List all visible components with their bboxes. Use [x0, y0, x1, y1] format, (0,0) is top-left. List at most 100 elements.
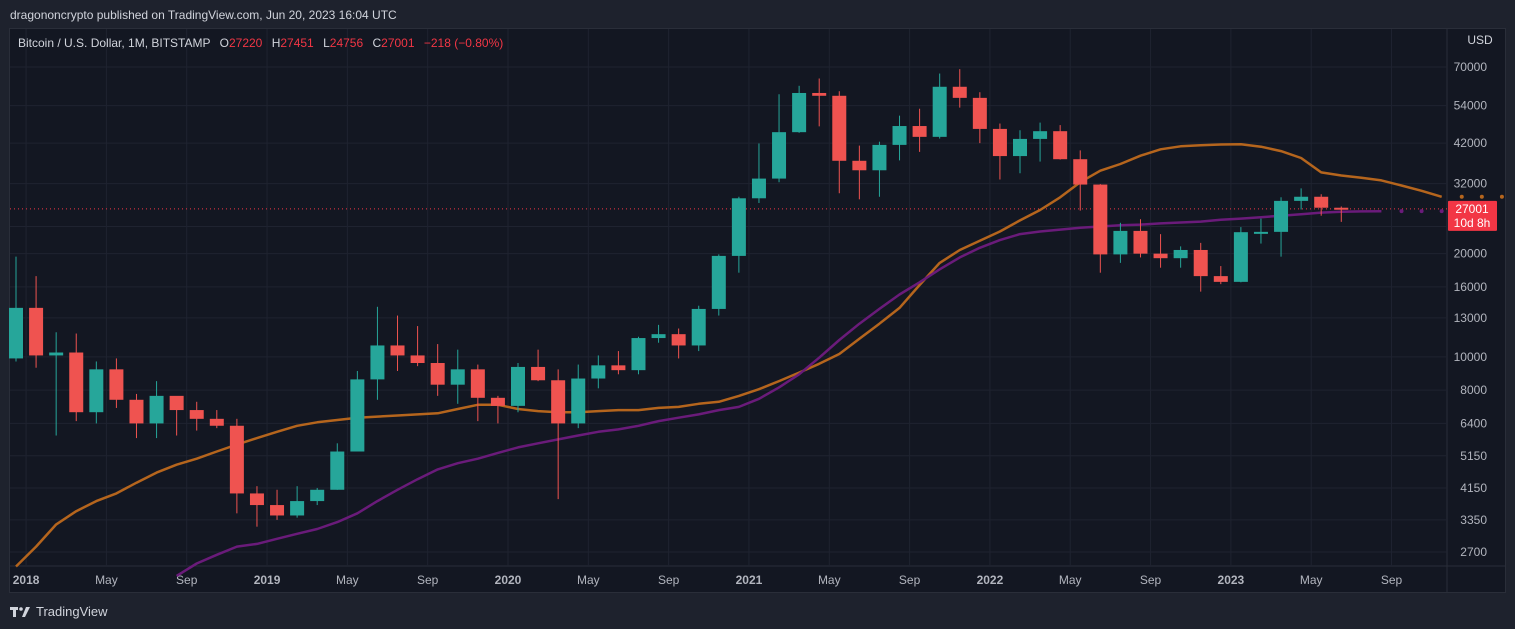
- candle: [772, 94, 787, 183]
- candle: [169, 395, 184, 436]
- low-label: L: [323, 36, 330, 50]
- price-tick-label: 54000: [1454, 99, 1488, 113]
- candle-body: [631, 338, 646, 371]
- candle: [1233, 227, 1248, 283]
- ohlc-legend[interactable]: Bitcoin / U.S. Dollar, 1M, BITSTAMP O272…: [18, 36, 503, 50]
- candle-body: [249, 493, 264, 506]
- candle: [310, 487, 325, 506]
- time-tick-label: 2022: [977, 573, 1004, 587]
- high-label: H: [271, 36, 281, 50]
- change-value: −218 (−0.80%): [423, 36, 504, 50]
- candle-body: [1053, 131, 1068, 160]
- candle: [1213, 266, 1228, 285]
- time-tick-label: May: [818, 573, 841, 587]
- last-price-tag: [1448, 200, 1497, 231]
- candle: [1334, 206, 1349, 222]
- candle-body: [89, 369, 104, 413]
- candle: [490, 395, 505, 424]
- candle-body: [370, 345, 385, 380]
- candle-body: [149, 395, 164, 424]
- candle-body: [490, 397, 505, 406]
- candle: [892, 115, 907, 161]
- candle: [270, 489, 285, 520]
- candle: [370, 306, 385, 400]
- projection-dot: [1479, 194, 1484, 199]
- candle: [109, 358, 124, 408]
- candle-body: [1113, 230, 1128, 255]
- projection-dot: [1399, 209, 1404, 214]
- candle: [1153, 234, 1168, 268]
- candle-body: [551, 380, 566, 424]
- projection-dot: [1499, 194, 1504, 199]
- candle-body: [992, 128, 1007, 157]
- candle: [992, 123, 1007, 180]
- candle-body: [872, 144, 887, 171]
- candle: [290, 486, 305, 518]
- candle: [551, 369, 566, 500]
- candle-body: [1013, 138, 1027, 157]
- time-tick-label: Sep: [417, 573, 439, 587]
- open-value: 27220: [228, 36, 263, 50]
- candle: [470, 364, 485, 422]
- candle: [1173, 246, 1188, 268]
- candle-body: [671, 334, 686, 346]
- candle-body: [751, 178, 766, 199]
- candle: [751, 143, 766, 203]
- footer-brand[interactable]: TradingView: [10, 604, 108, 619]
- candle-body: [69, 352, 84, 413]
- candle: [29, 276, 44, 368]
- candle-body: [571, 378, 586, 424]
- candle: [972, 92, 987, 144]
- time-axis: 2018 May Sep 2019 May Sep 2020 May Sep 2021 May Sep…: [13, 573, 1403, 587]
- close-value: 27001: [381, 36, 415, 50]
- candle-body: [470, 369, 485, 398]
- candle: [731, 196, 746, 273]
- candle-body: [450, 369, 465, 385]
- candle-body: [731, 198, 746, 256]
- price-tick-label: 70000: [1454, 60, 1488, 74]
- candle: [69, 333, 84, 422]
- candle: [571, 364, 586, 429]
- time-tick-label: May: [577, 573, 600, 587]
- moving-average-lines: [15, 142, 1504, 577]
- candle: [89, 361, 104, 424]
- candle: [1073, 150, 1088, 211]
- price-tick-label: 42000: [1454, 136, 1488, 150]
- candle-body: [1033, 131, 1048, 139]
- price-tick-label: 20000: [1454, 247, 1488, 261]
- candle-body: [531, 366, 546, 381]
- candle: [511, 363, 525, 413]
- candle-body: [1173, 249, 1188, 259]
- candle-body: [711, 255, 726, 309]
- candle: [631, 336, 646, 375]
- price-axis: USD 2700 3350 4150 5150 6400 8000 10000 13000 160…: [1454, 33, 1493, 559]
- candle: [350, 370, 365, 452]
- candle: [1113, 222, 1128, 263]
- candle: [229, 418, 244, 514]
- candle: [912, 108, 927, 152]
- candle: [1053, 125, 1068, 160]
- candle-body: [49, 352, 64, 356]
- candle: [1033, 122, 1048, 162]
- close-label: C: [372, 36, 382, 50]
- last-price-value: 27001: [1455, 202, 1489, 216]
- candle-body: [1153, 253, 1168, 259]
- candle-body: [109, 369, 124, 400]
- candle: [249, 486, 264, 527]
- currency-label: USD: [1467, 33, 1493, 47]
- time-tick-label: May: [336, 573, 359, 587]
- candle-body: [189, 410, 204, 419]
- candle: [852, 145, 867, 200]
- candle: [430, 344, 445, 396]
- candle: [410, 326, 425, 367]
- grid-lines: [10, 29, 1505, 593]
- candle: [711, 254, 726, 316]
- candle-body: [290, 501, 305, 516]
- candle: [9, 256, 23, 362]
- candle: [691, 305, 706, 352]
- symbol-label: Bitcoin / U.S. Dollar, 1M, BITSTAMP: [18, 36, 211, 50]
- candle-body: [912, 126, 927, 137]
- published-header: dragononcrypto published on TradingView.…: [10, 8, 397, 22]
- candle-body: [1093, 184, 1108, 255]
